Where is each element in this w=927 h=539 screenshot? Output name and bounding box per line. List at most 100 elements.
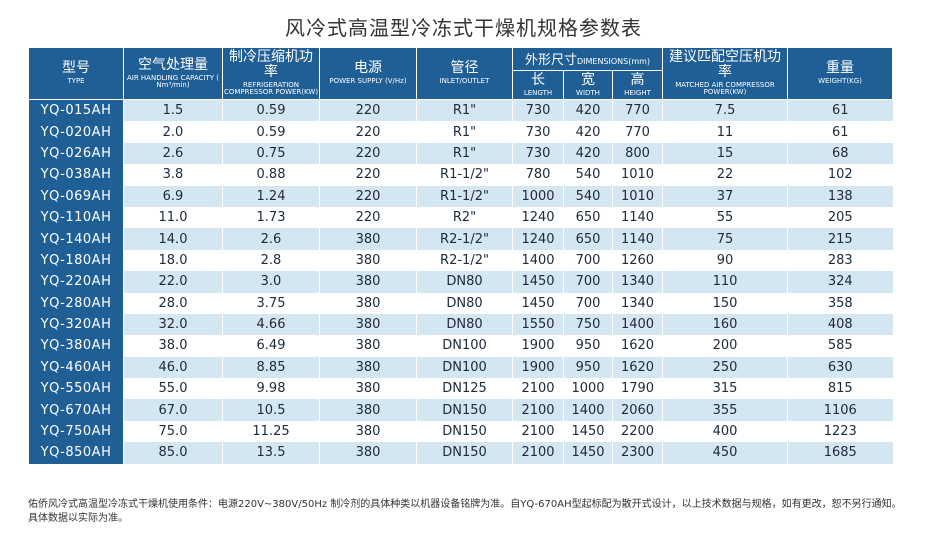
cell-pipe-size: R1" bbox=[416, 121, 513, 143]
cell-height: 1400 bbox=[611, 313, 663, 336]
table-body: YQ-015AH 1.5 0.59 220 R1" 730 420 770 7.5 61 YQ-02… bbox=[28, 99, 893, 464]
cell-pipe-size: DN80 bbox=[416, 292, 513, 314]
cell-weight: 68 bbox=[787, 142, 893, 165]
cell-capacity: 11.0 bbox=[123, 206, 223, 229]
cell-pipe-size: R1" bbox=[416, 99, 513, 122]
cell-pipe-size: DN150 bbox=[416, 420, 513, 443]
cell-width: 420 bbox=[563, 142, 613, 165]
table-row: YQ-015AH 1.5 0.59 220 R1" 730 420 770 7.5 61 bbox=[28, 99, 893, 122]
cell-capacity: 46.0 bbox=[123, 356, 223, 379]
cell-power-supply: 380 bbox=[319, 356, 417, 379]
cell-length: 730 bbox=[512, 142, 564, 165]
page-title: 风冷式高温型冷冻式干燥机规格参数表 bbox=[285, 16, 642, 40]
cell-length: 2100 bbox=[512, 442, 564, 464]
cell-matched-power: 450 bbox=[662, 442, 788, 464]
cell-height: 770 bbox=[611, 121, 663, 143]
header-type: 型号 TYPE bbox=[28, 47, 124, 100]
cell-height: 770 bbox=[611, 99, 663, 122]
cell-matched-power: 75 bbox=[662, 228, 788, 250]
cell-length: 2100 bbox=[512, 420, 564, 443]
cell-power-supply: 220 bbox=[319, 185, 417, 207]
cell-matched-power: 55 bbox=[662, 206, 788, 229]
table-row: YQ-320AH 32.0 4.66 380 DN80 1550 750 1400 160 408 bbox=[28, 313, 893, 336]
header-pipe: 管径 INLET/OUTLET bbox=[416, 47, 513, 100]
cell-model: YQ-460AH bbox=[28, 356, 124, 379]
cell-height: 1140 bbox=[611, 206, 663, 229]
header-refrigeration: 制冷压缩机功率 REFRIGERATION COMPRESSOR POWER(K… bbox=[222, 47, 320, 100]
cell-matched-power: 250 bbox=[662, 356, 788, 379]
table-row: YQ-750AH 75.0 11.25 380 DN150 2100 1450 2200 400… bbox=[28, 420, 893, 443]
cell-model: YQ-026AH bbox=[28, 142, 124, 165]
cell-capacity: 3.8 bbox=[123, 164, 223, 186]
cell-weight: 205 bbox=[787, 206, 893, 229]
cell-height: 1620 bbox=[611, 335, 663, 357]
cell-model: YQ-110AH bbox=[28, 206, 124, 229]
table-row: YQ-220AH 22.0 3.0 380 DN80 1450 700 1340 110 324 bbox=[28, 271, 893, 293]
cell-power-supply: 220 bbox=[319, 121, 417, 143]
cell-weight: 283 bbox=[787, 249, 893, 272]
cell-height: 1340 bbox=[611, 292, 663, 314]
cell-width: 950 bbox=[563, 335, 613, 357]
table-row: YQ-038AH 3.8 0.88 220 R1-1/2" 780 540 1010 22 102 bbox=[28, 164, 893, 186]
cell-model: YQ-220AH bbox=[28, 271, 124, 293]
cell-capacity: 6.9 bbox=[123, 185, 223, 207]
cell-matched-power: 315 bbox=[662, 378, 788, 400]
table-row: YQ-140AH 14.0 2.6 380 R2-1/2" 1240 650 1140 75 21… bbox=[28, 228, 893, 250]
cell-pipe-size: DN150 bbox=[416, 442, 513, 464]
cell-refrigeration-power: 6.49 bbox=[222, 335, 320, 357]
cell-weight: 215 bbox=[787, 228, 893, 250]
cell-power-supply: 380 bbox=[319, 271, 417, 293]
cell-height: 1790 bbox=[611, 378, 663, 400]
cell-width: 650 bbox=[563, 228, 613, 250]
cell-weight: 408 bbox=[787, 313, 893, 336]
cell-refrigeration-power: 1.24 bbox=[222, 185, 320, 207]
cell-capacity: 38.0 bbox=[123, 335, 223, 357]
cell-length: 1900 bbox=[512, 356, 564, 379]
cell-length: 730 bbox=[512, 99, 564, 122]
cell-weight: 138 bbox=[787, 185, 893, 207]
cell-weight: 585 bbox=[787, 335, 893, 357]
spec-table: 型号 TYPE 空气处理量 AIR HANDLING CAPACITY ( Nm… bbox=[28, 47, 894, 464]
cell-refrigeration-power: 0.59 bbox=[222, 121, 320, 143]
cell-power-supply: 380 bbox=[319, 292, 417, 314]
cell-width: 700 bbox=[563, 271, 613, 293]
header-capacity: 空气处理量 AIR HANDLING CAPACITY ( Nm³/min) bbox=[123, 47, 223, 100]
cell-weight: 358 bbox=[787, 292, 893, 314]
cell-height: 800 bbox=[611, 142, 663, 165]
cell-matched-power: 11 bbox=[662, 121, 788, 143]
cell-length: 1450 bbox=[512, 292, 564, 314]
cell-capacity: 28.0 bbox=[123, 292, 223, 314]
cell-matched-power: 7.5 bbox=[662, 99, 788, 122]
cell-model: YQ-015AH bbox=[28, 99, 124, 122]
cell-width: 540 bbox=[563, 185, 613, 207]
cell-length: 1450 bbox=[512, 271, 564, 293]
cell-power-supply: 220 bbox=[319, 164, 417, 186]
table-row: YQ-280AH 28.0 3.75 380 DN80 1450 700 1340 150 358 bbox=[28, 292, 893, 314]
table-row: YQ-180AH 18.0 2.8 380 R2-1/2" 1400 700 1260 90 28… bbox=[28, 249, 893, 272]
cell-weight: 102 bbox=[787, 164, 893, 186]
table-row: YQ-380AH 38.0 6.49 380 DN100 1900 950 1620 200 58… bbox=[28, 335, 893, 357]
cell-model: YQ-380AH bbox=[28, 335, 124, 357]
cell-pipe-size: R2-1/2" bbox=[416, 249, 513, 272]
cell-height: 1140 bbox=[611, 228, 663, 250]
cell-model: YQ-180AH bbox=[28, 249, 124, 272]
cell-weight: 61 bbox=[787, 99, 893, 122]
cell-power-supply: 380 bbox=[319, 399, 417, 421]
cell-width: 1450 bbox=[563, 442, 613, 464]
cell-power-supply: 220 bbox=[319, 206, 417, 229]
cell-length: 730 bbox=[512, 121, 564, 143]
cell-width: 700 bbox=[563, 249, 613, 272]
cell-length: 1550 bbox=[512, 313, 564, 336]
cell-weight: 324 bbox=[787, 271, 893, 293]
cell-model: YQ-850AH bbox=[28, 442, 124, 464]
cell-refrigeration-power: 1.73 bbox=[222, 206, 320, 229]
cell-power-supply: 220 bbox=[319, 99, 417, 122]
cell-width: 1000 bbox=[563, 378, 613, 400]
cell-refrigeration-power: 2.8 bbox=[222, 249, 320, 272]
cell-weight: 1106 bbox=[787, 399, 893, 421]
table-row: YQ-550AH 55.0 9.98 380 DN125 2100 1000 1790 315 8… bbox=[28, 378, 893, 400]
cell-pipe-size: R1-1/2" bbox=[416, 185, 513, 207]
cell-model: YQ-069AH bbox=[28, 185, 124, 207]
cell-length: 1400 bbox=[512, 249, 564, 272]
cell-width: 1400 bbox=[563, 399, 613, 421]
